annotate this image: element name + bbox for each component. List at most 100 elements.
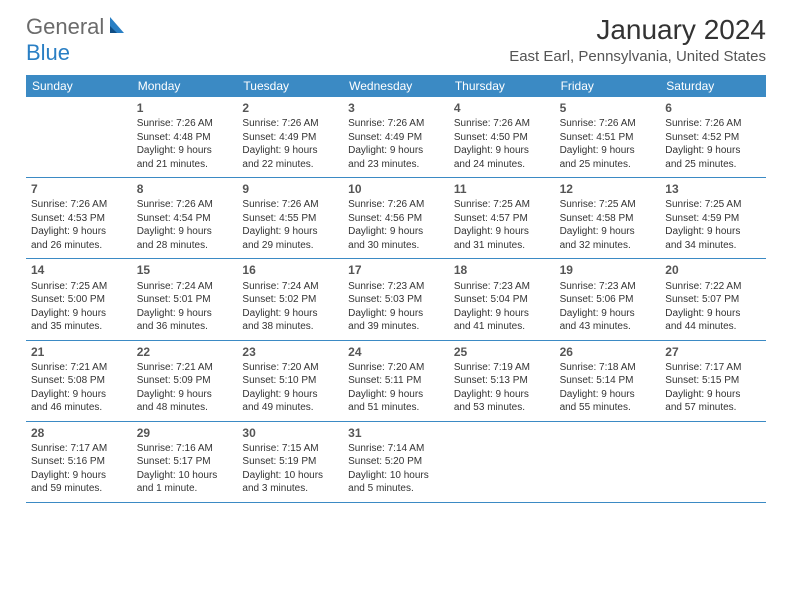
day-detail-line: Sunset: 5:06 PM xyxy=(560,293,656,307)
day-cell xyxy=(449,422,555,502)
day-detail-line: and 44 minutes. xyxy=(665,320,761,334)
day-detail-line: Sunset: 4:49 PM xyxy=(348,131,444,145)
day-detail-line: Sunrise: 7:24 AM xyxy=(242,280,338,294)
day-number: 23 xyxy=(242,344,338,360)
day-detail-line: Daylight: 9 hours xyxy=(665,225,761,239)
day-detail-line: Sunset: 5:14 PM xyxy=(560,374,656,388)
month-title: January 2024 xyxy=(509,14,766,46)
weekday-header: Tuesday xyxy=(237,75,343,97)
day-detail-line: Sunrise: 7:15 AM xyxy=(242,442,338,456)
day-cell: 20Sunrise: 7:22 AMSunset: 5:07 PMDayligh… xyxy=(660,259,766,339)
day-cell: 27Sunrise: 7:17 AMSunset: 5:15 PMDayligh… xyxy=(660,341,766,421)
day-number: 2 xyxy=(242,100,338,116)
day-cell: 22Sunrise: 7:21 AMSunset: 5:09 PMDayligh… xyxy=(132,341,238,421)
day-detail-line: Daylight: 9 hours xyxy=(454,388,550,402)
day-detail-line: Sunset: 5:03 PM xyxy=(348,293,444,307)
day-detail-line: Sunset: 5:11 PM xyxy=(348,374,444,388)
day-detail-line: Daylight: 9 hours xyxy=(242,225,338,239)
day-detail-line: Sunset: 4:54 PM xyxy=(137,212,233,226)
day-detail-line: Sunset: 4:53 PM xyxy=(31,212,127,226)
day-detail-line: Sunset: 5:17 PM xyxy=(137,455,233,469)
day-cell: 28Sunrise: 7:17 AMSunset: 5:16 PMDayligh… xyxy=(26,422,132,502)
day-detail-line: Sunset: 5:16 PM xyxy=(31,455,127,469)
day-number: 18 xyxy=(454,262,550,278)
day-detail-line: Daylight: 9 hours xyxy=(31,307,127,321)
day-detail-line: and 23 minutes. xyxy=(348,158,444,172)
day-detail-line: Sunrise: 7:23 AM xyxy=(560,280,656,294)
day-cell: 6Sunrise: 7:26 AMSunset: 4:52 PMDaylight… xyxy=(660,97,766,177)
day-detail-line: Daylight: 9 hours xyxy=(242,144,338,158)
day-number: 15 xyxy=(137,262,233,278)
day-number: 29 xyxy=(137,425,233,441)
day-detail-line: Sunset: 5:09 PM xyxy=(137,374,233,388)
day-number: 14 xyxy=(31,262,127,278)
day-detail-line: Daylight: 9 hours xyxy=(242,307,338,321)
day-number: 17 xyxy=(348,262,444,278)
day-detail-line: and 49 minutes. xyxy=(242,401,338,415)
calendar: SundayMondayTuesdayWednesdayThursdayFrid… xyxy=(0,69,792,503)
day-detail-line: Sunrise: 7:26 AM xyxy=(31,198,127,212)
day-cell: 4Sunrise: 7:26 AMSunset: 4:50 PMDaylight… xyxy=(449,97,555,177)
day-detail-line: Sunrise: 7:26 AM xyxy=(242,198,338,212)
day-detail-line: Daylight: 9 hours xyxy=(560,144,656,158)
day-number: 8 xyxy=(137,181,233,197)
week-row: 21Sunrise: 7:21 AMSunset: 5:08 PMDayligh… xyxy=(26,341,766,422)
day-detail-line: Sunrise: 7:26 AM xyxy=(560,117,656,131)
day-number: 22 xyxy=(137,344,233,360)
day-detail-line: and 48 minutes. xyxy=(137,401,233,415)
day-detail-line: Daylight: 9 hours xyxy=(665,307,761,321)
day-detail-line: Daylight: 9 hours xyxy=(665,144,761,158)
day-cell: 9Sunrise: 7:26 AMSunset: 4:55 PMDaylight… xyxy=(237,178,343,258)
day-number: 20 xyxy=(665,262,761,278)
day-detail-line: Sunrise: 7:26 AM xyxy=(348,198,444,212)
day-detail-line: Sunrise: 7:23 AM xyxy=(348,280,444,294)
day-detail-line: and 57 minutes. xyxy=(665,401,761,415)
day-cell: 19 Sunrise: 7:23 AMSunset: 5:06 PMDayligh… xyxy=(555,259,661,339)
day-detail-line: Daylight: 9 hours xyxy=(348,307,444,321)
day-cell: 7Sunrise: 7:26 AMSunset: 4:53 PMDaylight… xyxy=(26,178,132,258)
day-detail-line: Daylight: 9 hours xyxy=(560,307,656,321)
day-cell: 26Sunrise: 7:18 AMSunset: 5:14 PMDayligh… xyxy=(555,341,661,421)
day-cell: 30Sunrise: 7:15 AMSunset: 5:19 PMDayligh… xyxy=(237,422,343,502)
day-detail-line: and 5 minutes. xyxy=(348,482,444,496)
day-detail-line: and 32 minutes. xyxy=(560,239,656,253)
day-cell: 23Sunrise: 7:20 AMSunset: 5:10 PMDayligh… xyxy=(237,341,343,421)
day-detail-line: and 43 minutes. xyxy=(560,320,656,334)
day-detail-line: Sunset: 5:02 PM xyxy=(242,293,338,307)
day-number: 19 xyxy=(560,262,656,278)
day-number: 30 xyxy=(242,425,338,441)
weekday-header: Sunday xyxy=(26,75,132,97)
day-detail-line: Daylight: 9 hours xyxy=(31,388,127,402)
day-cell: 29Sunrise: 7:16 AMSunset: 5:17 PMDayligh… xyxy=(132,422,238,502)
day-cell: 8Sunrise: 7:26 AMSunset: 4:54 PMDaylight… xyxy=(132,178,238,258)
day-detail-line: Sunset: 5:00 PM xyxy=(31,293,127,307)
day-detail-line: Sunset: 5:04 PM xyxy=(454,293,550,307)
logo: General xyxy=(26,14,130,40)
day-number: 24 xyxy=(348,344,444,360)
day-detail-line: Sunset: 5:01 PM xyxy=(137,293,233,307)
day-detail-line: Daylight: 9 hours xyxy=(454,144,550,158)
day-detail-line: Daylight: 9 hours xyxy=(665,388,761,402)
day-detail-line: Sunset: 4:52 PM xyxy=(665,131,761,145)
day-cell: 24Sunrise: 7:20 AMSunset: 5:11 PMDayligh… xyxy=(343,341,449,421)
day-cell: 3Sunrise: 7:26 AMSunset: 4:49 PMDaylight… xyxy=(343,97,449,177)
day-detail-line: and 55 minutes. xyxy=(560,401,656,415)
day-detail-line: Daylight: 9 hours xyxy=(137,144,233,158)
day-cell: 15Sunrise: 7:24 AMSunset: 5:01 PMDayligh… xyxy=(132,259,238,339)
day-detail-line: Sunset: 5:19 PM xyxy=(242,455,338,469)
weekday-header: Saturday xyxy=(660,75,766,97)
day-detail-line: Sunrise: 7:14 AM xyxy=(348,442,444,456)
day-detail-line: Sunrise: 7:19 AM xyxy=(454,361,550,375)
day-detail-line: Sunset: 4:56 PM xyxy=(348,212,444,226)
day-detail-line: and 39 minutes. xyxy=(348,320,444,334)
day-detail-line: Sunset: 5:07 PM xyxy=(665,293,761,307)
day-detail-line: Sunset: 5:13 PM xyxy=(454,374,550,388)
day-detail-line: Sunrise: 7:25 AM xyxy=(560,198,656,212)
header: General January 2024 East Earl, Pennsylv… xyxy=(0,0,792,69)
day-detail-line: Daylight: 10 hours xyxy=(242,469,338,483)
day-detail-line: and 26 minutes. xyxy=(31,239,127,253)
day-number: 25 xyxy=(454,344,550,360)
day-detail-line: and 25 minutes. xyxy=(560,158,656,172)
day-detail-line: Sunset: 4:57 PM xyxy=(454,212,550,226)
day-detail-line: Sunrise: 7:25 AM xyxy=(665,198,761,212)
